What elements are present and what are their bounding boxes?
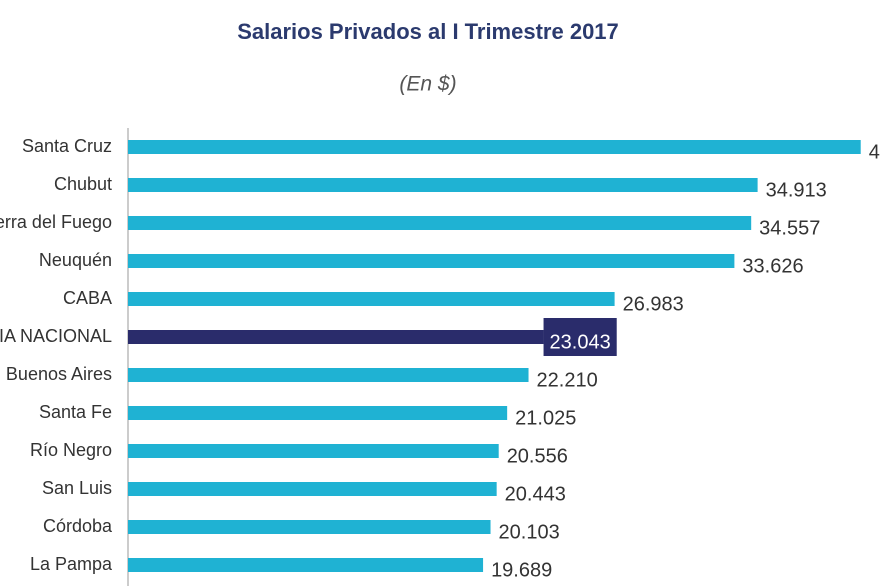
category-label: La Pampa bbox=[30, 554, 113, 574]
bar bbox=[128, 444, 499, 458]
bar bbox=[128, 216, 752, 230]
bar bbox=[128, 558, 484, 572]
bar bbox=[128, 254, 735, 268]
value-label: 40.630 bbox=[869, 141, 880, 163]
chart-subtitle: (En $) bbox=[399, 73, 456, 96]
category-label: Córdoba bbox=[43, 516, 113, 536]
value-label: 23.043 bbox=[550, 331, 611, 353]
category-label: Santa Fe bbox=[39, 402, 112, 422]
value-label: 33.626 bbox=[742, 255, 803, 277]
bar bbox=[128, 292, 615, 306]
category-label: CABA bbox=[63, 288, 112, 308]
bar bbox=[128, 140, 861, 154]
value-label: 34.557 bbox=[759, 217, 820, 239]
value-label: 26.983 bbox=[623, 293, 684, 315]
category-label: Chubut bbox=[54, 174, 112, 194]
bar bbox=[128, 178, 758, 192]
value-label: 20.556 bbox=[507, 445, 568, 467]
bar bbox=[128, 368, 529, 382]
value-label: 22.210 bbox=[537, 369, 598, 391]
category-label: Buenos Aires bbox=[6, 364, 112, 384]
bar bbox=[128, 330, 544, 344]
chart-title: Salarios Privados al I Trimestre 2017 bbox=[237, 19, 619, 44]
value-label: 19.689 bbox=[491, 559, 552, 581]
value-label: 21.025 bbox=[515, 407, 576, 429]
category-label: Neuquén bbox=[39, 250, 112, 270]
value-label: 20.103 bbox=[499, 521, 560, 543]
bar bbox=[128, 482, 497, 496]
value-label-box bbox=[543, 318, 617, 356]
category-label: Río Negro bbox=[30, 440, 112, 460]
category-label: Tierra del Fuego bbox=[0, 212, 112, 232]
category-label: San Luis bbox=[42, 478, 112, 498]
category-label: MEDIA NACIONAL bbox=[0, 326, 112, 346]
bar bbox=[128, 406, 508, 420]
value-label: 20.443 bbox=[505, 483, 566, 505]
category-label: Santa Cruz bbox=[22, 136, 112, 156]
value-label: 34.913 bbox=[766, 179, 827, 201]
bar bbox=[128, 520, 491, 534]
